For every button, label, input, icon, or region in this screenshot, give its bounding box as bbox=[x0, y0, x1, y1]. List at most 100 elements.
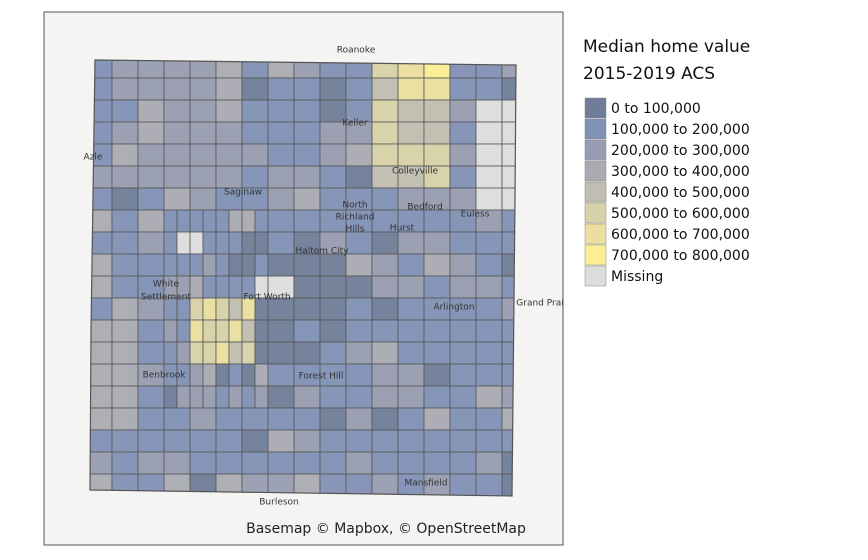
tract bbox=[345, 77, 373, 101]
tract bbox=[293, 429, 321, 453]
tract bbox=[423, 99, 451, 123]
tract bbox=[189, 187, 217, 211]
tract bbox=[397, 297, 425, 321]
tract bbox=[397, 99, 425, 123]
tract bbox=[475, 341, 503, 365]
tract bbox=[215, 451, 243, 475]
tract bbox=[111, 385, 139, 409]
tract bbox=[397, 429, 425, 453]
tract bbox=[111, 253, 139, 277]
tract bbox=[111, 143, 139, 167]
tract bbox=[189, 385, 204, 409]
tract bbox=[371, 187, 399, 211]
tract bbox=[163, 319, 178, 343]
tract bbox=[475, 121, 503, 145]
tract bbox=[345, 451, 373, 475]
tract bbox=[475, 231, 503, 255]
tract bbox=[345, 165, 373, 189]
tract bbox=[215, 363, 230, 387]
place-label: Keller bbox=[342, 119, 368, 129]
legend-swatch bbox=[584, 223, 607, 245]
tract bbox=[345, 231, 373, 255]
tract bbox=[111, 429, 139, 453]
tract bbox=[397, 231, 425, 255]
tract bbox=[319, 77, 347, 101]
tract bbox=[319, 473, 347, 496]
tract bbox=[345, 407, 373, 431]
legend-label: 400,000 to 500,000 bbox=[611, 185, 750, 201]
tract bbox=[137, 451, 165, 475]
tract bbox=[241, 429, 269, 453]
tract bbox=[423, 341, 451, 365]
tract bbox=[319, 319, 347, 343]
tract bbox=[163, 451, 191, 475]
tract bbox=[319, 275, 347, 299]
tract bbox=[215, 341, 230, 365]
tract bbox=[319, 143, 347, 167]
tract bbox=[293, 121, 321, 145]
tract bbox=[371, 143, 399, 167]
tract bbox=[137, 209, 165, 233]
tract bbox=[254, 231, 269, 255]
tract bbox=[449, 429, 477, 453]
tract bbox=[475, 253, 503, 277]
tract bbox=[267, 253, 295, 277]
tract bbox=[228, 275, 243, 299]
legend-title: 2015-2019 ACS bbox=[583, 64, 715, 84]
tract bbox=[228, 385, 243, 409]
tract bbox=[397, 319, 425, 343]
tract bbox=[241, 209, 256, 233]
tract bbox=[475, 77, 503, 101]
tract bbox=[293, 451, 321, 475]
tract bbox=[449, 451, 477, 475]
tract bbox=[202, 209, 217, 233]
legend-swatch bbox=[584, 118, 607, 140]
tract bbox=[202, 341, 217, 365]
tract bbox=[215, 275, 230, 299]
tract bbox=[111, 77, 139, 101]
tract bbox=[137, 99, 165, 123]
tract bbox=[267, 209, 295, 233]
tract bbox=[202, 297, 217, 321]
tract bbox=[423, 231, 451, 255]
tract bbox=[163, 253, 178, 277]
tract bbox=[202, 253, 217, 277]
tract bbox=[397, 407, 425, 431]
tract bbox=[475, 187, 503, 211]
tract bbox=[475, 429, 503, 453]
tract bbox=[397, 121, 425, 145]
tract bbox=[267, 143, 295, 167]
tract bbox=[241, 121, 269, 145]
tract bbox=[371, 341, 399, 365]
tract bbox=[111, 275, 139, 299]
tract bbox=[423, 275, 451, 299]
place-label: Azle bbox=[84, 153, 103, 163]
tract bbox=[189, 297, 204, 321]
tract bbox=[449, 77, 477, 101]
tract bbox=[319, 341, 347, 365]
tract bbox=[397, 363, 425, 387]
tract bbox=[293, 253, 321, 277]
tract bbox=[189, 451, 217, 475]
tract bbox=[449, 407, 477, 431]
place-label: North bbox=[342, 201, 367, 211]
tract bbox=[267, 231, 295, 255]
tract bbox=[241, 385, 256, 409]
tract bbox=[241, 363, 256, 387]
tract bbox=[163, 187, 191, 211]
tract bbox=[163, 121, 191, 145]
tract bbox=[449, 275, 477, 299]
place-label: Haltom City bbox=[295, 247, 349, 257]
attribution: Basemap © Mapbox, © OpenStreetMap bbox=[246, 521, 526, 537]
tract bbox=[423, 363, 451, 387]
tract bbox=[397, 385, 425, 409]
tract bbox=[137, 319, 165, 343]
place-labels: Roanoke Keller Azle Colleyville Saginaw North… bbox=[84, 46, 564, 508]
tract bbox=[371, 231, 399, 255]
legend-label: Missing bbox=[611, 269, 663, 285]
tract bbox=[345, 253, 373, 277]
tract bbox=[397, 275, 425, 299]
tract bbox=[202, 231, 217, 255]
tract bbox=[397, 341, 425, 365]
tract bbox=[267, 407, 295, 431]
